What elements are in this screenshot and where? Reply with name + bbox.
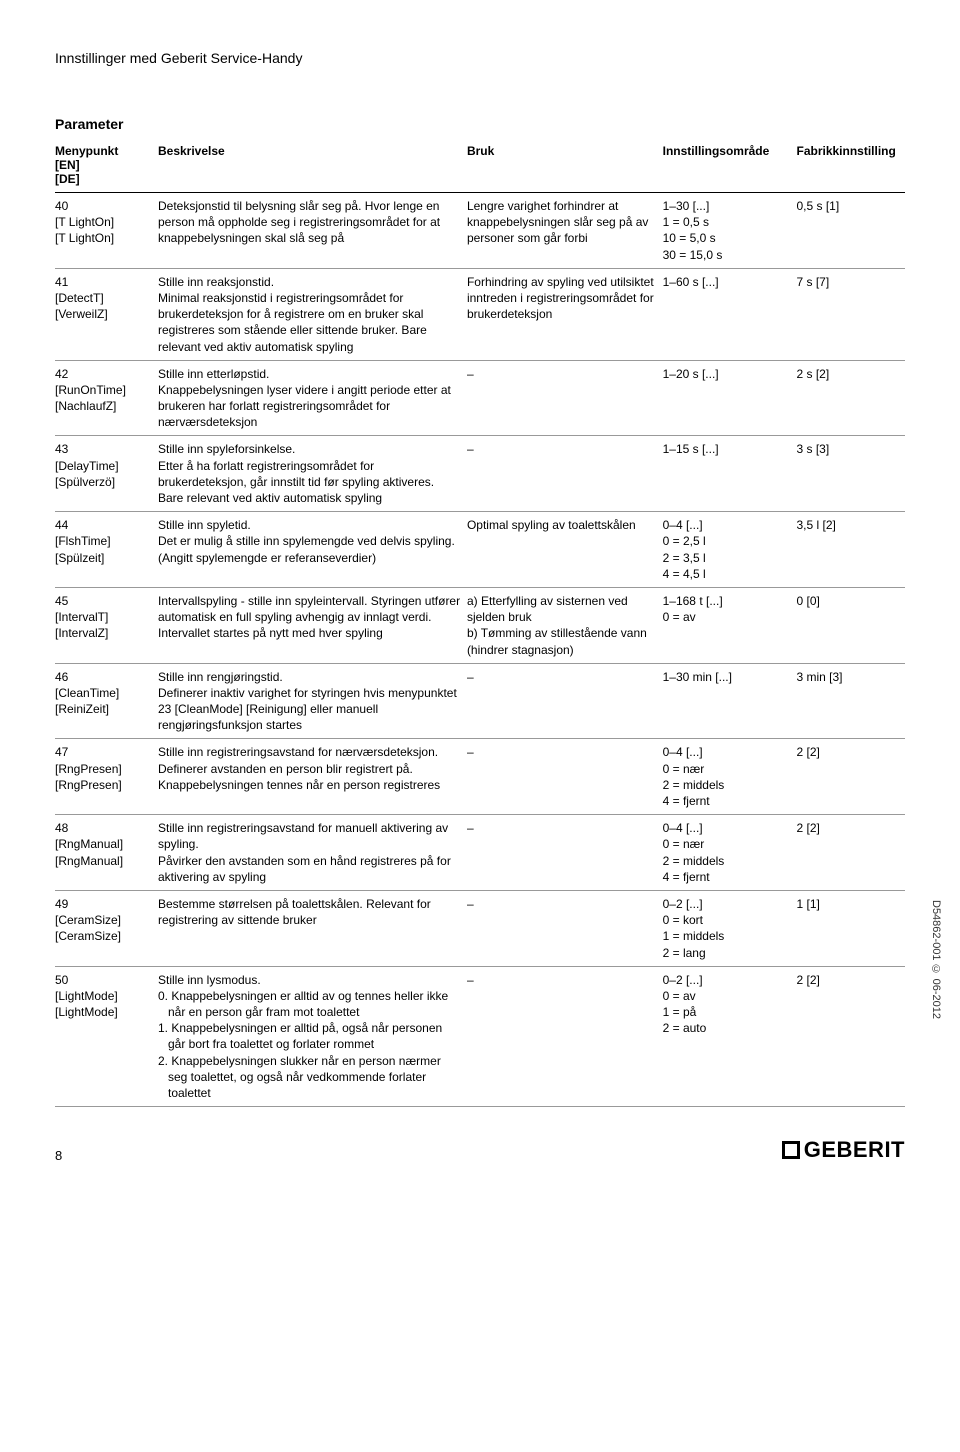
- table-row: 47[RngPresen][RngPresen]Stille inn regis…: [55, 739, 905, 815]
- cell-bruk: –: [467, 436, 663, 512]
- cell-fab: 0 [0]: [796, 587, 905, 663]
- col-header-besk: Beskrivelse: [158, 140, 467, 193]
- cell-fab: 3 min [3]: [796, 663, 905, 739]
- cell-bruk: –: [467, 360, 663, 436]
- cell-bruk: –: [467, 890, 663, 966]
- cell-besk: Deteksjonstid til belysning slår seg på.…: [158, 193, 467, 269]
- cell-inst: 0–2 [...]0 = av1 = på2 = auto: [663, 966, 797, 1107]
- col-header-bruk: Bruk: [467, 140, 663, 193]
- table-row: 43[DelayTime][Spülverzö]Stille inn spyle…: [55, 436, 905, 512]
- logo: GEBERIT: [782, 1137, 905, 1163]
- cell-inst: 1–20 s [...]: [663, 360, 797, 436]
- cell-inst: 0–4 [...]0 = nær2 = middels4 = fjernt: [663, 815, 797, 891]
- cell-besk: Stille inn registreringsavstand for nærv…: [158, 739, 467, 815]
- cell-inst: 1–30 min [...]: [663, 663, 797, 739]
- cell-besk: Bestemme størrelsen på toalettskålen. Re…: [158, 890, 467, 966]
- cell-inst: 1–30 [...]1 = 0,5 s10 = 5,0 s30 = 15,0 s: [663, 193, 797, 269]
- cell-bruk: Forhindring av spyling ved utilsiktet in…: [467, 268, 663, 360]
- logo-text: GEBERIT: [804, 1137, 905, 1163]
- page-number: 8: [55, 1148, 62, 1163]
- side-doc-id: D54862-001 © 06-2012: [930, 900, 942, 1019]
- cell-besk: Stille inn reaksjonstid.Minimal reaksjon…: [158, 268, 467, 360]
- param-title: Parameter: [55, 116, 905, 132]
- cell-fab: 2 [2]: [796, 966, 905, 1107]
- cell-besk: Stille inn lysmodus.0. Knappebelysningen…: [158, 966, 467, 1107]
- table-row: 48[RngManual][RngManual]Stille inn regis…: [55, 815, 905, 891]
- cell-bruk: –: [467, 966, 663, 1107]
- cell-fab: 2 s [2]: [796, 360, 905, 436]
- col-header-inst: Innstillingsområde: [663, 140, 797, 193]
- cell-inst: 1–15 s [...]: [663, 436, 797, 512]
- cell-menu: 50[LightMode][LightMode]: [55, 966, 158, 1107]
- parameter-table: Menypunkt[EN][DE] Beskrivelse Bruk Innst…: [55, 140, 905, 1107]
- col-header-menu: Menypunkt[EN][DE]: [55, 140, 158, 193]
- cell-fab: 3 s [3]: [796, 436, 905, 512]
- cell-besk: Stille inn etterløpstid.Knappebelysninge…: [158, 360, 467, 436]
- cell-menu: 40[T LightOn][T LightOn]: [55, 193, 158, 269]
- table-row: 49[CeramSize][CeramSize]Bestemme størrel…: [55, 890, 905, 966]
- cell-menu: 44[FlshTime][Spülzeit]: [55, 512, 158, 588]
- cell-bruk: Optimal spyling av toalettskålen: [467, 512, 663, 588]
- cell-besk: Stille inn spyleforsinkelse.Etter å ha f…: [158, 436, 467, 512]
- cell-menu: 41[DetectT][VerweilZ]: [55, 268, 158, 360]
- cell-fab: 7 s [7]: [796, 268, 905, 360]
- cell-besk: Stille inn registreringsavstand for manu…: [158, 815, 467, 891]
- cell-inst: 1–168 t [...]0 = av: [663, 587, 797, 663]
- cell-bruk: Lengre varighet forhindrer at knappebely…: [467, 193, 663, 269]
- cell-fab: 2 [2]: [796, 739, 905, 815]
- cell-besk: Stille inn spyletid.Det er mulig å still…: [158, 512, 467, 588]
- cell-menu: 43[DelayTime][Spülverzö]: [55, 436, 158, 512]
- table-row: 40[T LightOn][T LightOn]Deteksjonstid ti…: [55, 193, 905, 269]
- cell-fab: 3,5 l [2]: [796, 512, 905, 588]
- cell-menu: 45[IntervalT][IntervalZ]: [55, 587, 158, 663]
- cell-fab: 2 [2]: [796, 815, 905, 891]
- cell-bruk: –: [467, 663, 663, 739]
- cell-besk: Stille inn rengjøringstid.Definerer inak…: [158, 663, 467, 739]
- cell-fab: 1 [1]: [796, 890, 905, 966]
- table-row: 45[IntervalT][IntervalZ]Intervallspyling…: [55, 587, 905, 663]
- logo-square-icon: [782, 1141, 800, 1159]
- cell-menu: 46[CleanTime][ReiniZeit]: [55, 663, 158, 739]
- cell-menu: 47[RngPresen][RngPresen]: [55, 739, 158, 815]
- table-row: 50[LightMode][LightMode]Stille inn lysmo…: [55, 966, 905, 1107]
- table-row: 42[RunOnTime][NachlaufZ]Stille inn etter…: [55, 360, 905, 436]
- cell-besk: Intervallspyling - stille inn spyleinter…: [158, 587, 467, 663]
- cell-bruk: a) Etterfylling av sisternen ved sjelden…: [467, 587, 663, 663]
- table-row: 41[DetectT][VerweilZ]Stille inn reaksjon…: [55, 268, 905, 360]
- cell-bruk: –: [467, 739, 663, 815]
- cell-menu: 42[RunOnTime][NachlaufZ]: [55, 360, 158, 436]
- cell-inst: 0–4 [...]0 = 2,5 l2 = 3,5 l4 = 4,5 l: [663, 512, 797, 588]
- cell-inst: 1–60 s [...]: [663, 268, 797, 360]
- col-header-fab: Fabrikkinnstilling: [796, 140, 905, 193]
- page-header: Innstillinger med Geberit Service-Handy: [55, 50, 905, 66]
- cell-fab: 0,5 s [1]: [796, 193, 905, 269]
- table-row: 44[FlshTime][Spülzeit]Stille inn spyleti…: [55, 512, 905, 588]
- cell-bruk: –: [467, 815, 663, 891]
- cell-menu: 48[RngManual][RngManual]: [55, 815, 158, 891]
- cell-inst: 0–4 [...]0 = nær2 = middels4 = fjernt: [663, 739, 797, 815]
- cell-menu: 49[CeramSize][CeramSize]: [55, 890, 158, 966]
- table-row: 46[CleanTime][ReiniZeit]Stille inn rengj…: [55, 663, 905, 739]
- cell-inst: 0–2 [...]0 = kort1 = middels2 = lang: [663, 890, 797, 966]
- table-header-row: Menypunkt[EN][DE] Beskrivelse Bruk Innst…: [55, 140, 905, 193]
